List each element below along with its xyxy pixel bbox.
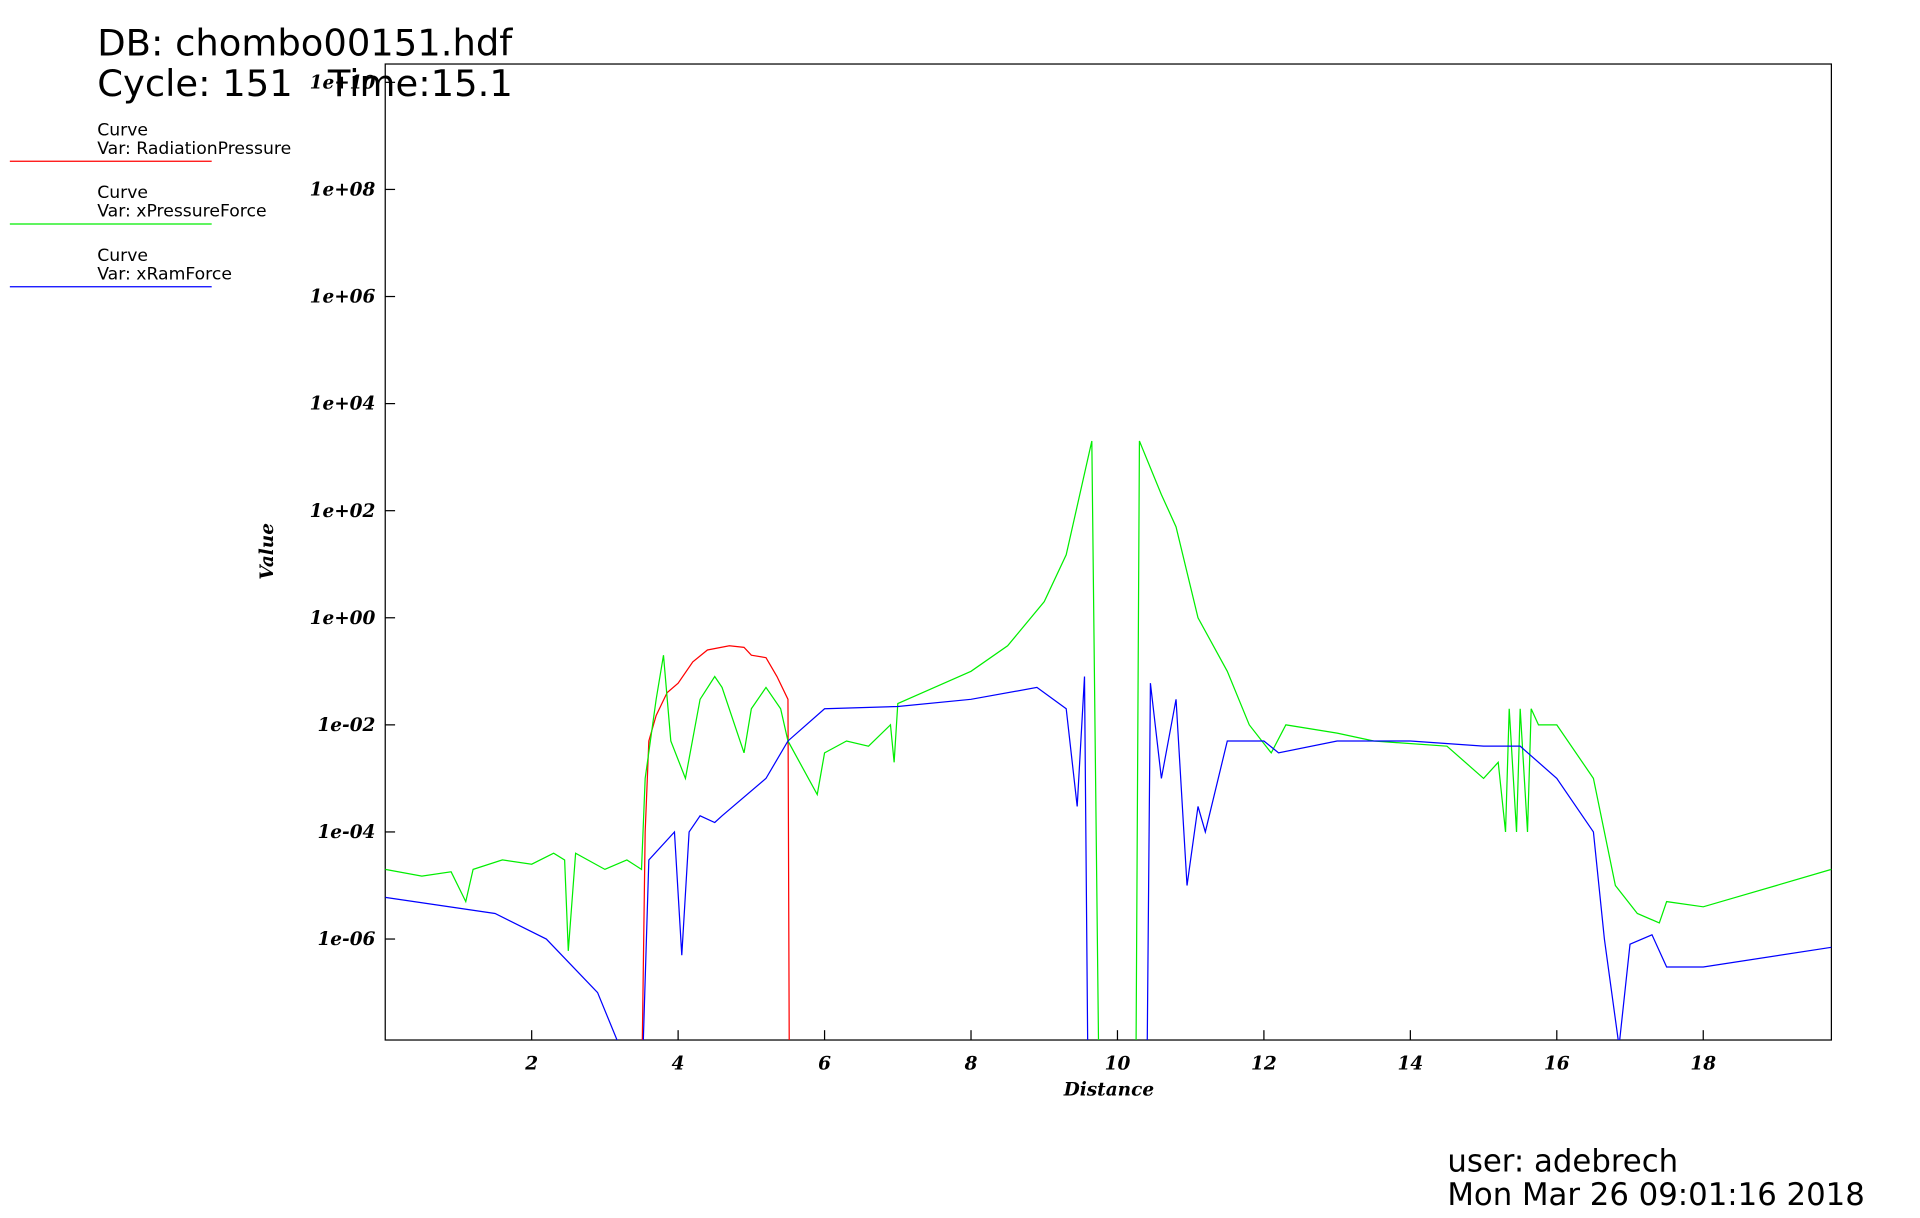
legend-name: Var: xPressureForce bbox=[97, 202, 266, 222]
legend-name: Var: xRamForce bbox=[97, 264, 232, 284]
x-axis-title: Distance bbox=[1063, 1079, 1154, 1100]
y-tick-label: 1e+00 bbox=[310, 608, 376, 629]
y-tick-label: 1e+10 bbox=[310, 73, 376, 94]
chart-subtitle: Cycle: 151 Time:15.1 bbox=[97, 62, 513, 105]
legend-name: Var: RadiationPressure bbox=[97, 139, 291, 159]
x-tick-label: 6 bbox=[818, 1054, 831, 1075]
series-line bbox=[385, 676, 1832, 1041]
y-tick-label: 1e+04 bbox=[310, 394, 376, 415]
user-label: user: adebrech bbox=[1447, 1144, 1678, 1180]
timestamp: Mon Mar 26 09:01:16 2018 bbox=[1447, 1177, 1864, 1213]
x-tick-label: 18 bbox=[1690, 1054, 1716, 1075]
x-tick-label: 12 bbox=[1251, 1054, 1277, 1075]
legend-label: Curve bbox=[97, 120, 148, 140]
series-line bbox=[641, 645, 790, 1041]
x-tick-label: 14 bbox=[1398, 1054, 1424, 1075]
y-tick-label: 1e-02 bbox=[317, 715, 375, 736]
y-tick-label: 1e+02 bbox=[310, 501, 376, 522]
plot-frame bbox=[384, 63, 1832, 1041]
series-line bbox=[385, 440, 1832, 1041]
y-tick-label: 1e+06 bbox=[310, 287, 376, 308]
legend-label: Curve bbox=[97, 183, 148, 203]
y-axis-title: Value bbox=[257, 523, 278, 580]
chart-title: DB: chombo00151.hdf bbox=[97, 21, 513, 64]
x-tick-label: 2 bbox=[524, 1054, 538, 1075]
y-tick-label: 1e+08 bbox=[310, 180, 376, 201]
x-tick-label: 4 bbox=[672, 1054, 685, 1075]
legend-label: Curve bbox=[97, 246, 148, 266]
x-tick-label: 8 bbox=[964, 1054, 978, 1075]
y-tick-label: 1e-06 bbox=[317, 929, 375, 950]
x-tick-label: 10 bbox=[1105, 1054, 1131, 1075]
y-tick-label: 1e-04 bbox=[317, 822, 375, 843]
x-tick-label: 16 bbox=[1544, 1054, 1570, 1075]
